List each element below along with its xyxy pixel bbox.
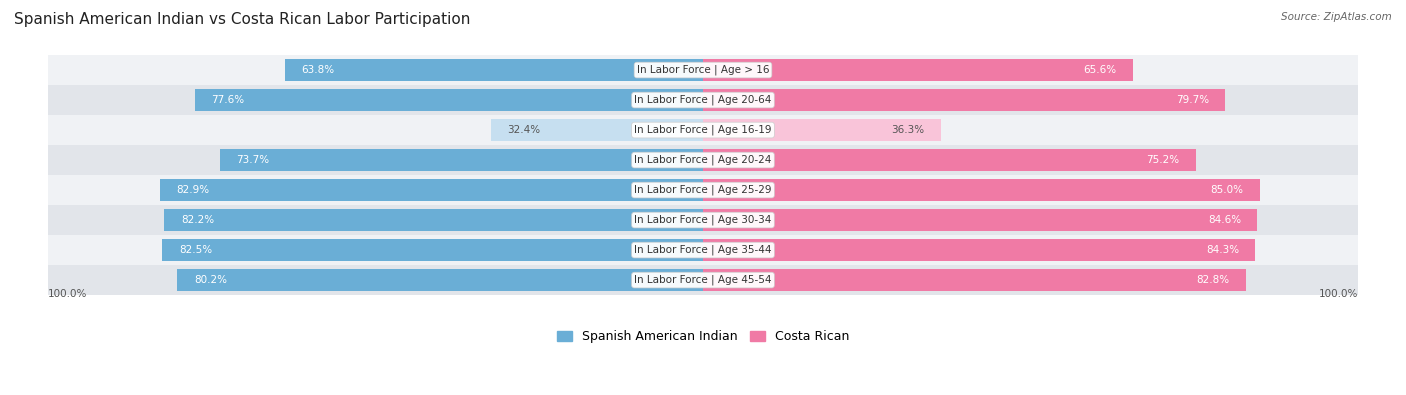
- Bar: [160, 179, 703, 201]
- Bar: [48, 235, 1358, 265]
- Bar: [703, 119, 941, 141]
- Bar: [703, 269, 1246, 291]
- Text: In Labor Force | Age 20-64: In Labor Force | Age 20-64: [634, 95, 772, 105]
- Bar: [703, 89, 1225, 111]
- Bar: [703, 59, 1133, 81]
- Text: 82.8%: 82.8%: [1197, 275, 1229, 285]
- Text: 32.4%: 32.4%: [508, 125, 540, 135]
- Text: In Labor Force | Age 25-29: In Labor Force | Age 25-29: [634, 185, 772, 195]
- Text: 63.8%: 63.8%: [301, 65, 335, 75]
- Text: In Labor Force | Age 20-24: In Labor Force | Age 20-24: [634, 155, 772, 166]
- Text: 100.0%: 100.0%: [1319, 289, 1358, 299]
- Text: 73.7%: 73.7%: [236, 155, 270, 165]
- Text: 80.2%: 80.2%: [194, 275, 226, 285]
- Text: In Labor Force | Age 35-44: In Labor Force | Age 35-44: [634, 245, 772, 255]
- Text: 79.7%: 79.7%: [1175, 95, 1209, 105]
- Bar: [703, 239, 1256, 261]
- Bar: [48, 265, 1358, 295]
- Bar: [48, 205, 1358, 235]
- Bar: [703, 209, 1257, 231]
- Legend: Spanish American Indian, Costa Rican: Spanish American Indian, Costa Rican: [551, 325, 855, 348]
- Bar: [221, 149, 703, 171]
- Bar: [48, 115, 1358, 145]
- Text: Source: ZipAtlas.com: Source: ZipAtlas.com: [1281, 12, 1392, 22]
- Text: In Labor Force | Age 30-34: In Labor Force | Age 30-34: [634, 215, 772, 225]
- Text: 65.6%: 65.6%: [1084, 65, 1116, 75]
- Text: 77.6%: 77.6%: [211, 95, 245, 105]
- Text: In Labor Force | Age 45-54: In Labor Force | Age 45-54: [634, 275, 772, 285]
- Bar: [703, 179, 1260, 201]
- Text: 82.2%: 82.2%: [181, 215, 214, 225]
- Text: 85.0%: 85.0%: [1211, 185, 1243, 195]
- Bar: [491, 119, 703, 141]
- Text: 75.2%: 75.2%: [1146, 155, 1180, 165]
- Text: Spanish American Indian vs Costa Rican Labor Participation: Spanish American Indian vs Costa Rican L…: [14, 12, 471, 27]
- Text: 100.0%: 100.0%: [48, 289, 87, 299]
- Bar: [703, 149, 1195, 171]
- Bar: [285, 59, 703, 81]
- Bar: [194, 89, 703, 111]
- Bar: [48, 145, 1358, 175]
- Text: 82.5%: 82.5%: [179, 245, 212, 255]
- Bar: [177, 269, 703, 291]
- Text: In Labor Force | Age > 16: In Labor Force | Age > 16: [637, 65, 769, 75]
- Text: 84.6%: 84.6%: [1208, 215, 1241, 225]
- Bar: [48, 175, 1358, 205]
- Bar: [48, 85, 1358, 115]
- Bar: [163, 239, 703, 261]
- Bar: [48, 55, 1358, 85]
- Text: 36.3%: 36.3%: [891, 125, 925, 135]
- Bar: [165, 209, 703, 231]
- Text: 84.3%: 84.3%: [1206, 245, 1239, 255]
- Text: 82.9%: 82.9%: [176, 185, 209, 195]
- Text: In Labor Force | Age 16-19: In Labor Force | Age 16-19: [634, 125, 772, 135]
